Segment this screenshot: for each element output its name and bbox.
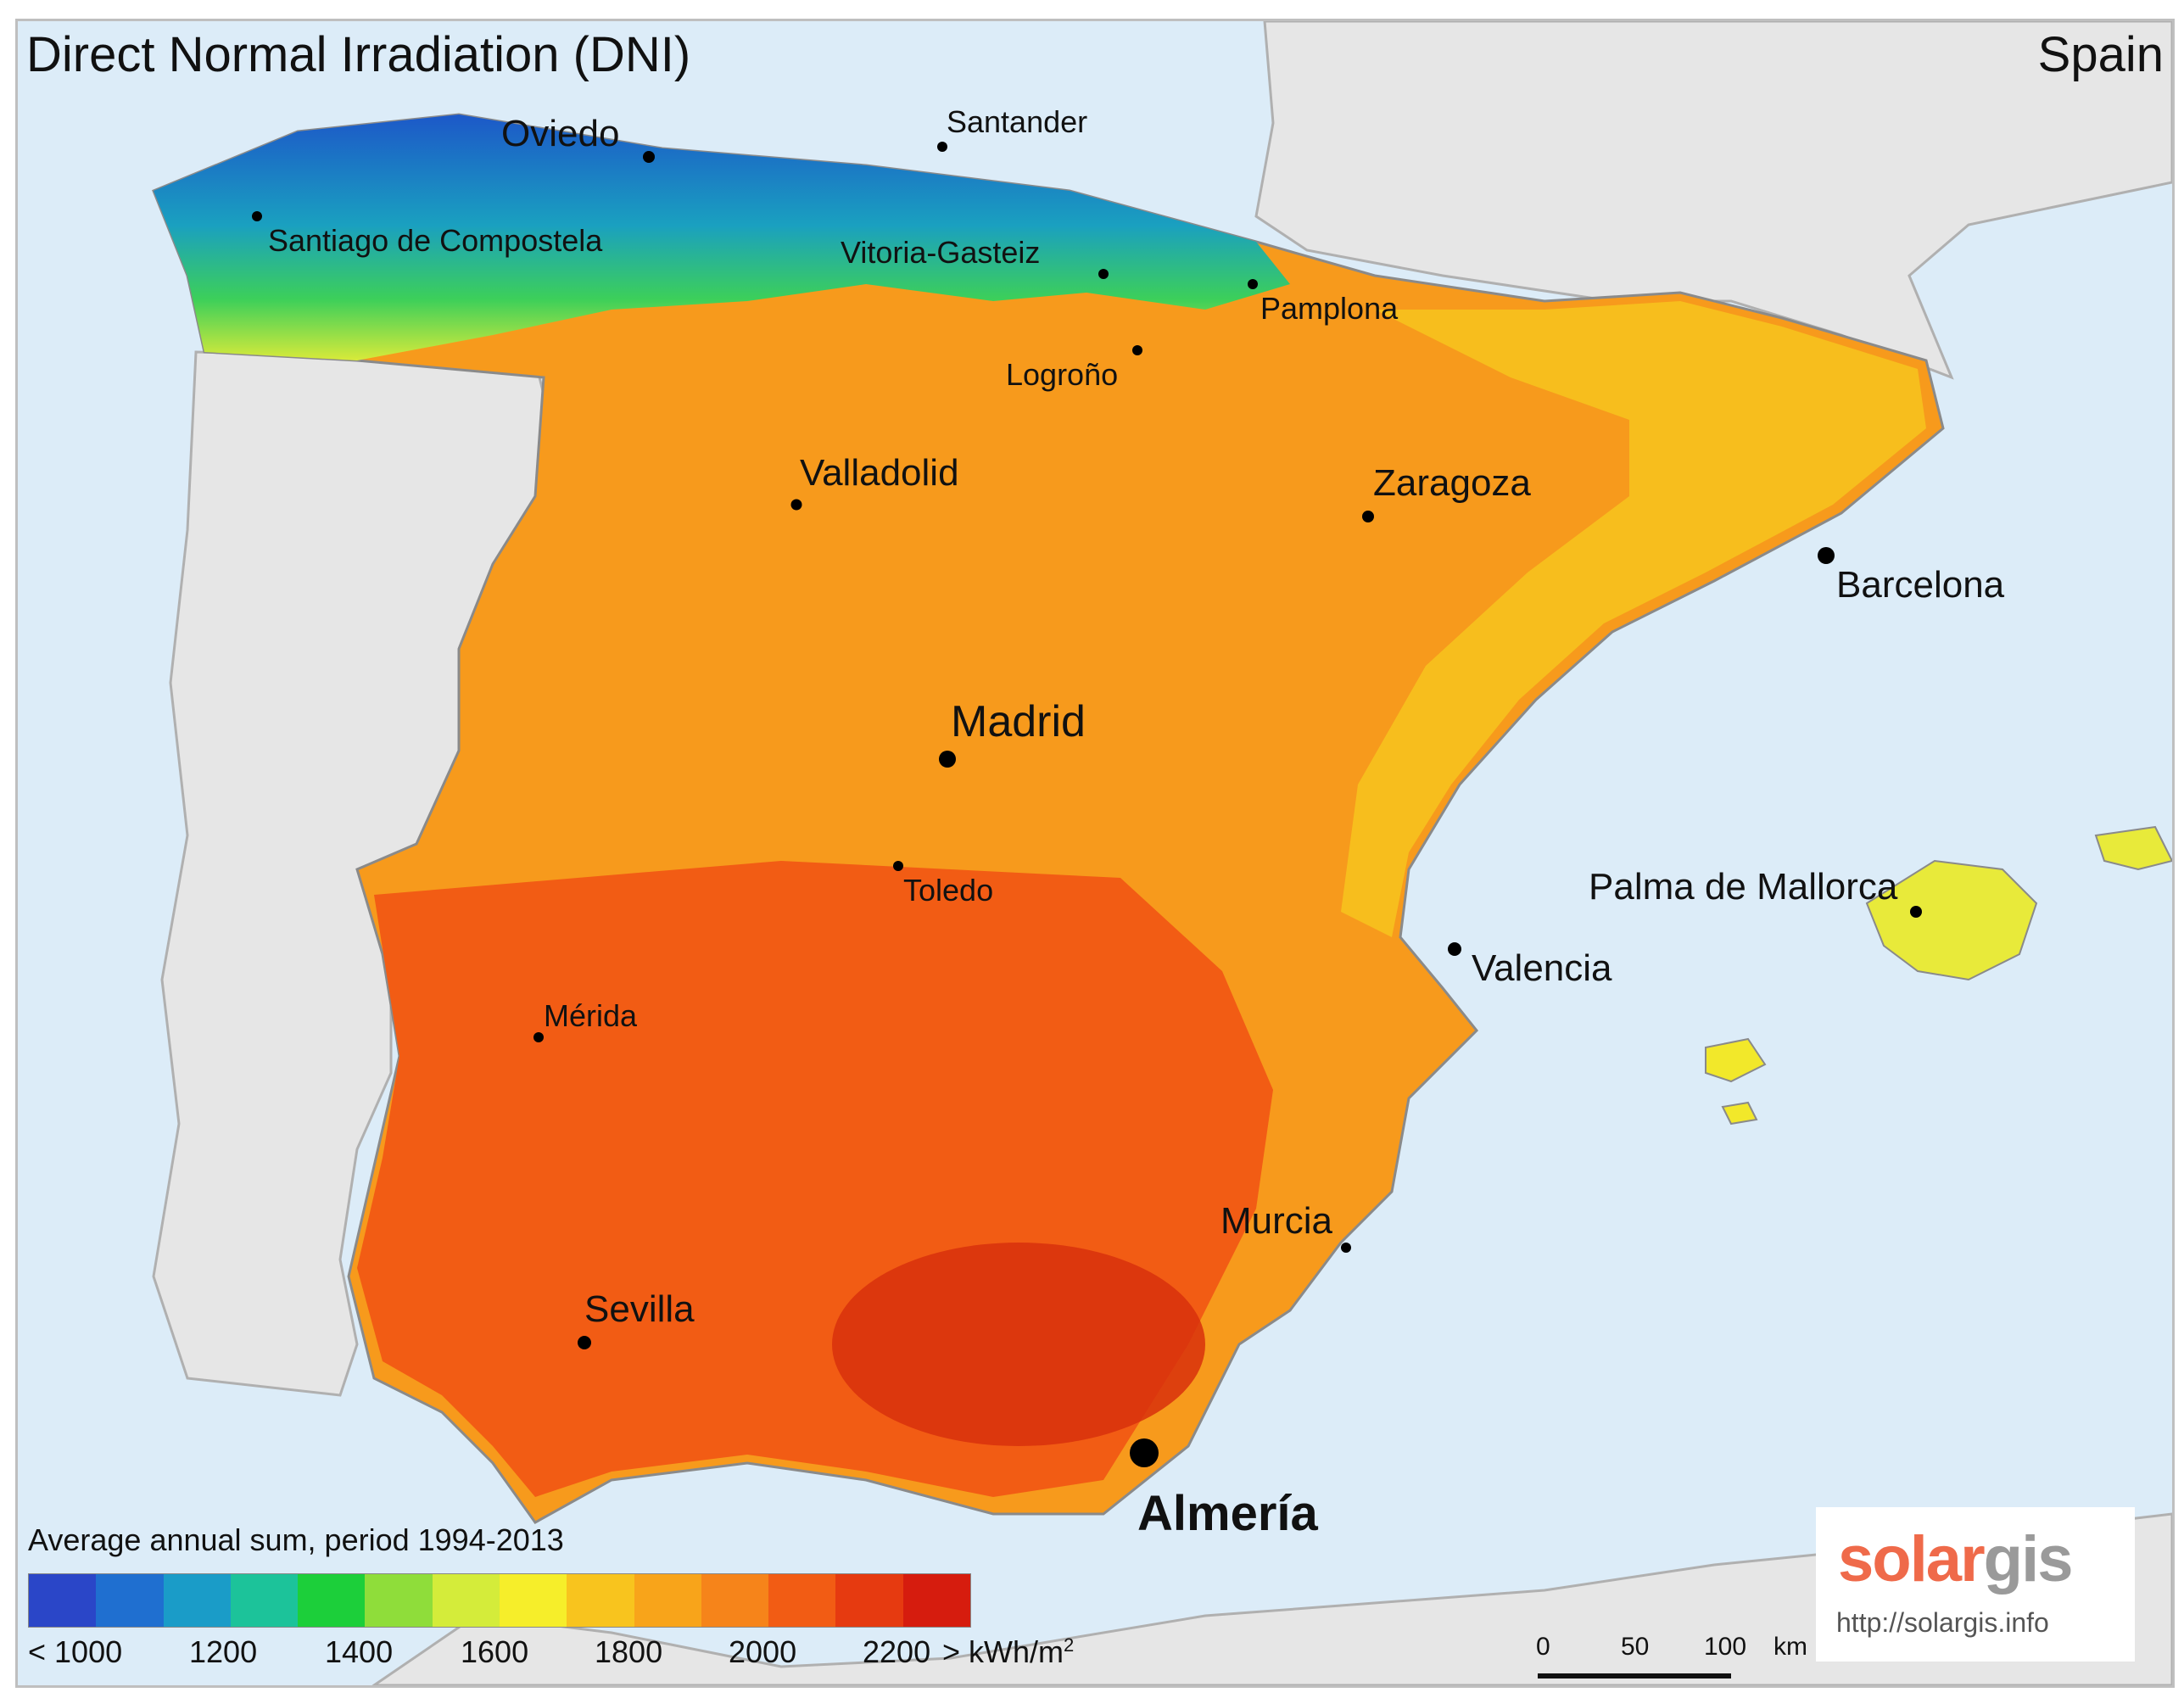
legend-swatch [634, 1574, 701, 1627]
city-label-madrid: Madrid [951, 697, 1086, 746]
legend-unit: > kWh/m2 [942, 1634, 1074, 1670]
city-label-santiago: Santiago de Compostela [268, 223, 603, 258]
scale-line [1538, 1673, 1731, 1678]
city-label-valencia: Valencia [1472, 947, 1612, 989]
legend-swatch [701, 1574, 769, 1627]
legend-swatch [432, 1574, 500, 1627]
map-frame: Direct Normal Irradiation (DNI) Spain Ov… [15, 19, 2175, 1688]
scale-label: 50 [1621, 1633, 1650, 1661]
legend-title: Average annual sum, period 1994-2013 [28, 1522, 564, 1557]
city-label-valladolid: Valladolid [800, 452, 959, 494]
spain-east-coast [1341, 301, 1926, 937]
legend-swatch [835, 1574, 903, 1627]
city-dot-valladolid [790, 499, 802, 511]
formentera [1721, 1101, 1758, 1125]
legend-color-bar [28, 1573, 971, 1628]
city-label-sevilla: Sevilla [584, 1288, 695, 1330]
city-dot-barcelona [1818, 547, 1835, 564]
legend-tick: 2000 [729, 1634, 797, 1669]
city-dot-logrono [1132, 345, 1142, 355]
city-dot-murcia [1341, 1243, 1351, 1253]
africa-land [371, 1512, 2172, 1685]
legend-swatch [567, 1574, 634, 1627]
logo-wordmark: solargis [1838, 1523, 2073, 1595]
legend-tick: 1800 [595, 1634, 663, 1669]
legend-tick: 1400 [325, 1634, 394, 1669]
menorca [2094, 825, 2172, 871]
legend-tick: 2200 [863, 1634, 931, 1669]
city-label-barcelona: Barcelona [1836, 564, 2005, 606]
legend-swatch [298, 1574, 366, 1627]
city-dot-santander [937, 142, 947, 152]
city-dot-madrid [939, 751, 956, 768]
legend-swatch [163, 1574, 231, 1627]
legend-swatch [29, 1574, 97, 1627]
scale-label: 0 [1536, 1633, 1550, 1661]
city-label-logrono: Logroño [1006, 357, 1119, 392]
city-label-santander: Santander [947, 104, 1088, 139]
city-label-oviedo: Oviedo [501, 113, 620, 154]
city-label-toledo: Toledo [903, 873, 994, 908]
scale-bar: 0 50 100 km [1536, 1633, 1816, 1684]
city-label-palma: Palma de Mallorca [1589, 866, 1898, 908]
city-dot-zaragoza [1362, 511, 1374, 522]
city-dot-santiago [252, 211, 262, 221]
legend-swatch [365, 1574, 433, 1627]
city-label-pamplona: Pamplona [1260, 291, 1399, 326]
city-label-murcia: Murcia [1220, 1200, 1333, 1242]
legend-swatch [499, 1574, 567, 1627]
scale-unit: km [1773, 1633, 1807, 1661]
city-label-almeria: Almería [1137, 1486, 1318, 1541]
legend-unit-sup: 2 [1064, 1634, 1075, 1656]
dni-map [18, 21, 2172, 1685]
city-dot-valencia [1448, 942, 1461, 956]
ibiza [1705, 1037, 1767, 1083]
scale-label: 100 [1704, 1633, 1747, 1661]
city-dot-toledo [893, 861, 903, 871]
city-dot-merida [533, 1032, 544, 1042]
legend-ticks: < 1000 1200 1400 1600 1800 2000 2200 > k… [28, 1634, 1131, 1677]
spain-north-low [154, 115, 1290, 360]
almeria-peak-zone [832, 1243, 1205, 1446]
mallorca [1865, 859, 2038, 981]
city-dot-almeria [1130, 1438, 1159, 1467]
legend-tick: 1600 [461, 1634, 529, 1669]
city-dot-palma [1910, 906, 1922, 918]
map-country: Spain [2037, 27, 2164, 82]
legend-swatch [768, 1574, 836, 1627]
legend-swatch [902, 1574, 970, 1627]
city-dot-pamplona [1248, 279, 1258, 289]
legend-unit-text: > kWh/m [942, 1634, 1064, 1669]
solargis-logo: solargis http://solargis.info [1816, 1507, 2135, 1662]
city-label-zaragoza: Zaragoza [1373, 462, 1531, 504]
city-dot-oviedo [643, 151, 655, 163]
map-title: Direct Normal Irradiation (DNI) [26, 27, 691, 82]
logo-url: http://solargis.info [1836, 1607, 2049, 1638]
city-dot-vitoria [1098, 269, 1109, 279]
legend-tick: < 1000 [28, 1634, 123, 1669]
city-label-merida: Mérida [544, 998, 638, 1033]
legend-swatch [96, 1574, 164, 1627]
city-dot-sevilla [578, 1336, 591, 1349]
legend-swatch [230, 1574, 299, 1627]
legend-tick: 1200 [189, 1634, 258, 1669]
city-label-vitoria: Vitoria-Gasteiz [841, 235, 1041, 270]
